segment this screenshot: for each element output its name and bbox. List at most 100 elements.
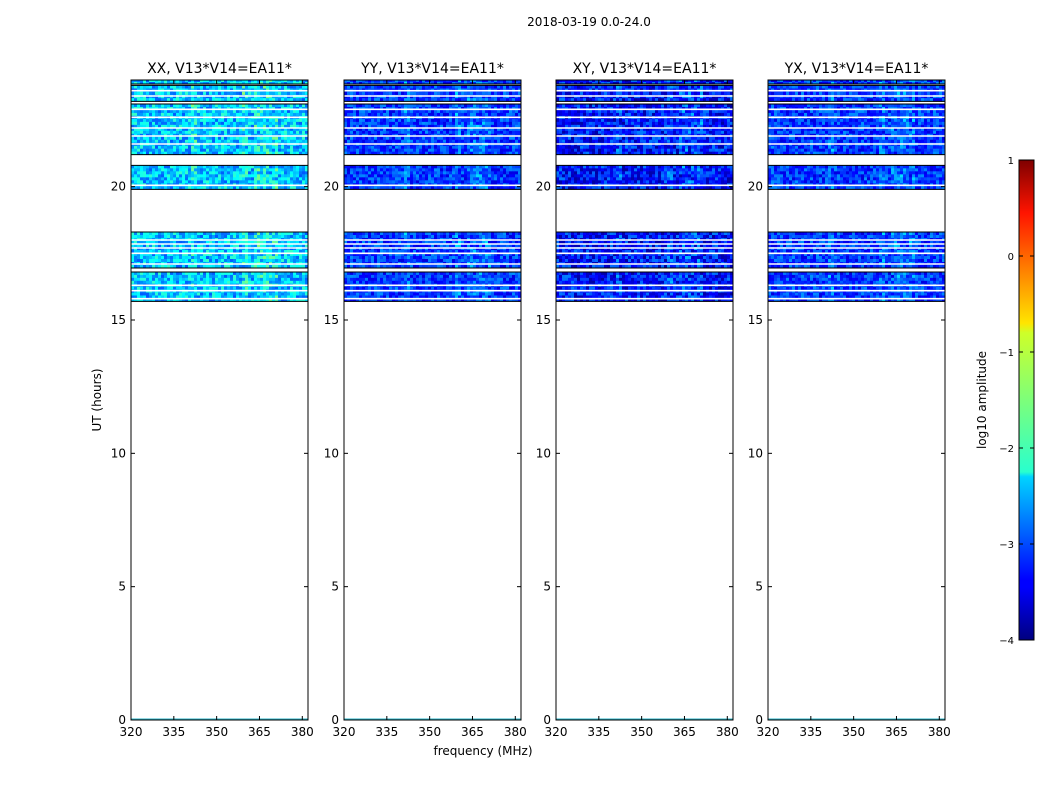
pixel [296, 259, 300, 263]
data-block [131, 165, 309, 190]
pixel [299, 232, 303, 236]
pixel [299, 121, 303, 126]
pixel [224, 274, 228, 279]
pixel [458, 180, 462, 184]
pixel [404, 277, 408, 282]
pixel [209, 174, 213, 178]
pixel [224, 280, 228, 285]
pixel [137, 244, 141, 248]
pixel [362, 286, 366, 290]
pixel [509, 292, 513, 296]
pixel [383, 168, 387, 172]
pixel [245, 253, 249, 257]
pixel [176, 109, 180, 114]
pixel [476, 177, 480, 181]
pixel [299, 259, 303, 263]
pixel [257, 256, 261, 260]
pixel [272, 235, 276, 239]
pixel [491, 250, 495, 254]
pixel [299, 295, 303, 299]
pixel [206, 265, 210, 269]
pixel [173, 136, 177, 141]
pixel [461, 250, 465, 254]
pixel [455, 265, 459, 269]
pixel [266, 168, 270, 172]
pixel [284, 259, 288, 263]
pixel [251, 82, 255, 85]
pixel [275, 104, 279, 108]
pixel [461, 180, 465, 184]
pixel [173, 130, 177, 135]
pixel [194, 98, 198, 102]
pixel [254, 104, 258, 108]
pixel [431, 177, 435, 181]
pixel [191, 256, 195, 260]
pixel [386, 295, 390, 299]
pixel [413, 174, 417, 178]
pixel [245, 136, 249, 141]
pixel [464, 272, 468, 276]
pixel [302, 127, 306, 132]
pixel [353, 292, 357, 296]
pixel [485, 250, 489, 254]
pixel [425, 180, 429, 184]
pixel [182, 168, 186, 172]
pixel [344, 298, 348, 302]
pixel [461, 177, 465, 181]
pixel [281, 292, 285, 296]
pixel [512, 241, 516, 245]
pixel [362, 256, 366, 260]
pixel [260, 127, 264, 132]
pixel [158, 274, 162, 279]
pixel [248, 124, 252, 129]
pixel [449, 177, 453, 181]
pixel [185, 253, 189, 257]
pixel [500, 232, 504, 236]
pixel [392, 253, 396, 257]
pixel [458, 174, 462, 178]
pixel [164, 145, 168, 150]
pixel [215, 165, 219, 169]
pixel [374, 244, 378, 248]
pixel [194, 259, 198, 263]
pixel [464, 165, 468, 169]
pixel [365, 186, 369, 190]
pixel [200, 127, 204, 132]
pixel [356, 177, 360, 181]
pixel [233, 277, 237, 282]
pixel [236, 280, 240, 285]
pixel [497, 241, 501, 245]
pixel [374, 165, 378, 169]
pixel [224, 235, 228, 239]
pixel [227, 145, 231, 150]
pixel [161, 171, 165, 175]
pixel [479, 235, 483, 239]
pixel [506, 177, 510, 181]
pixel [281, 80, 285, 83]
pixel [218, 98, 222, 102]
pixel [500, 280, 504, 285]
pixel [278, 171, 282, 175]
pixel [212, 148, 216, 153]
pixel [392, 232, 396, 236]
pixel [467, 292, 471, 296]
pixel [356, 259, 360, 263]
pixel [191, 292, 195, 296]
pixel [272, 121, 276, 126]
pixel [230, 104, 234, 108]
pixel [410, 171, 414, 175]
pixel [293, 235, 297, 239]
pixel [380, 171, 384, 175]
pixel [476, 256, 480, 260]
pixel [362, 280, 366, 285]
pixel [386, 253, 390, 257]
pixel [200, 109, 204, 114]
pixel [233, 118, 237, 123]
pixel [149, 286, 153, 290]
pixel [296, 80, 300, 83]
pixel [203, 253, 207, 257]
pixel [170, 145, 174, 150]
pixel [470, 235, 474, 239]
pixel [263, 180, 267, 184]
pixel [161, 165, 165, 169]
